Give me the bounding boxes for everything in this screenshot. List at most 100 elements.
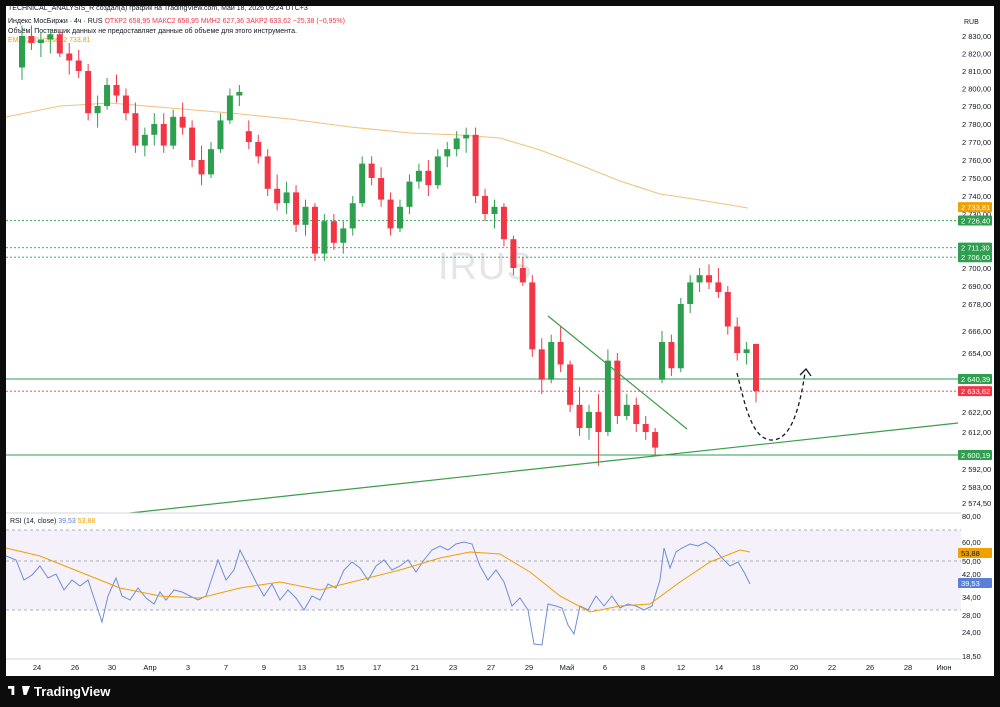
candle-body-9	[104, 85, 111, 106]
symbol-label[interactable]: Индекс МосБиржи · 4ч · RUS	[8, 18, 103, 25]
candle-body-48	[472, 134, 479, 196]
candle-body-69	[668, 342, 675, 369]
price-tick-label: 2 740,00	[962, 192, 991, 201]
price-axis[interactable]	[961, 6, 994, 676]
candle-body-51	[500, 206, 507, 240]
candle-body-4	[56, 34, 63, 54]
drawings	[129, 315, 959, 514]
rsi-tick-label: 42,00	[962, 570, 981, 579]
candle-body-23	[236, 92, 243, 96]
candle-body-56	[548, 342, 555, 380]
candle-body-5	[66, 53, 73, 61]
candle-body-70	[677, 304, 684, 369]
candle-body-45	[444, 149, 451, 157]
volume-note: Объём: Поставщик данных не предоставляет…	[8, 27, 297, 35]
candle-body-31	[311, 206, 318, 254]
candle-body-67	[652, 432, 659, 448]
candle-body-53	[519, 268, 526, 283]
price-tick-label: 2 700,00	[962, 264, 991, 273]
candle-body-24	[245, 131, 252, 142]
candle-body-38	[378, 178, 385, 200]
price-label-bg-3	[958, 252, 992, 263]
candle-body-36	[359, 163, 366, 204]
candle-body-52	[510, 239, 517, 268]
candle-body-50	[491, 206, 498, 214]
rsi-tick-label: 34,00	[962, 593, 981, 602]
candle-body-29	[293, 192, 300, 225]
time-tick-label: 28	[904, 663, 912, 672]
currency-label: RUB	[964, 19, 979, 26]
price-label-bg-0	[958, 202, 992, 213]
rsi-ma-label-bg	[958, 548, 992, 558]
candle-body-55	[538, 349, 545, 380]
horizontal-levels	[6, 220, 961, 456]
price-tick-label: 2 810,00	[962, 67, 991, 76]
rsi-tick-label: 18,50	[962, 652, 981, 661]
price-tick-label: 2 790,00	[962, 102, 991, 111]
price-tick-label: 2 770,00	[962, 138, 991, 147]
candle-body-11	[122, 95, 129, 114]
candle-body-61	[595, 412, 602, 432]
candle-body-18	[189, 127, 196, 160]
rsi-ma-label-text: 53,88	[961, 549, 980, 558]
rsi-tick-label: 24,00	[962, 628, 981, 637]
candle-body-34	[340, 228, 347, 243]
candle-body-62	[604, 360, 611, 432]
price-tick-label: 2 760,00	[962, 156, 991, 165]
price-labels: 2 733,81 2 726,40 2 711,302 706,00 2 640,39…	[958, 202, 992, 460]
candle-body-28	[283, 192, 290, 204]
candle-body-73	[706, 275, 712, 283]
rsi-label-bg	[958, 578, 992, 588]
price-label-bg-4	[958, 374, 992, 384]
candle-body-75	[724, 292, 731, 327]
price-tick-label: 2 666,00	[962, 327, 991, 336]
rsi-ma-value: 53,88	[77, 518, 96, 525]
candle-body-76	[734, 326, 741, 353]
chart-author-header: TECHNICAL_ANALYSIS_R создал(а) график на…	[8, 5, 308, 12]
candle-body-63	[614, 360, 621, 416]
time-tick-label: 20	[790, 663, 798, 672]
tradingview-wordmark: TradingView	[34, 684, 111, 699]
time-tick-label: 22	[828, 663, 836, 672]
candle-body-32	[321, 221, 328, 254]
candle-body-54	[529, 282, 536, 350]
candle-body-21	[217, 120, 224, 150]
tv-logo-icon	[8, 686, 15, 695]
rsi-value: 39,53	[58, 518, 76, 525]
candle-body-44	[434, 156, 441, 186]
price-label-bg-5	[958, 386, 992, 397]
time-tick-label: 18	[752, 663, 760, 672]
price-tick-label: 2 574,50	[962, 499, 991, 508]
price-tick-label: 2 612,00	[962, 428, 991, 437]
time-tick-label: 24	[33, 663, 41, 672]
candle-body-49	[482, 196, 489, 214]
price-label-text: 2 600,19	[961, 451, 990, 460]
time-tick-label: 6	[603, 663, 607, 672]
candle-body-12	[132, 113, 139, 146]
time-tick-label: 14	[715, 663, 723, 672]
candle-body-35	[349, 203, 356, 229]
candle-body-68	[659, 342, 665, 380]
price-tick-label: 2 654,00	[962, 349, 991, 358]
rsi-legend[interactable]: RSI (14, close) 39,53 53,88	[10, 518, 95, 525]
time-tick-label: 21	[411, 663, 419, 672]
candle-body-43	[425, 170, 432, 186]
price-tick-label: 2 622,00	[962, 408, 991, 417]
candle-body-59	[576, 404, 583, 428]
candle-body-19	[198, 160, 205, 175]
price-label-bg-2	[958, 242, 992, 253]
support-trendline	[129, 422, 959, 514]
candle-body-3	[47, 34, 54, 40]
ohlc-values: ОТКР2 658,95 МАКС2 658,95 МИН2 627,36 ЗА…	[104, 18, 345, 25]
candle-body-26	[264, 156, 271, 189]
price-label-text: 2 711,30	[961, 244, 990, 253]
rsi-ma-line	[5, 547, 751, 613]
candle-body-72	[696, 275, 703, 283]
rsi-label: RSI (14, close)	[10, 518, 57, 525]
candle-body-8	[94, 106, 101, 114]
time-tick-label: 13	[298, 663, 306, 672]
candle-body-57	[557, 342, 564, 365]
ema-legend[interactable]: EMA (200, close) 2 733,81	[8, 37, 91, 44]
price-tick-label: 2 730,00	[962, 210, 991, 219]
